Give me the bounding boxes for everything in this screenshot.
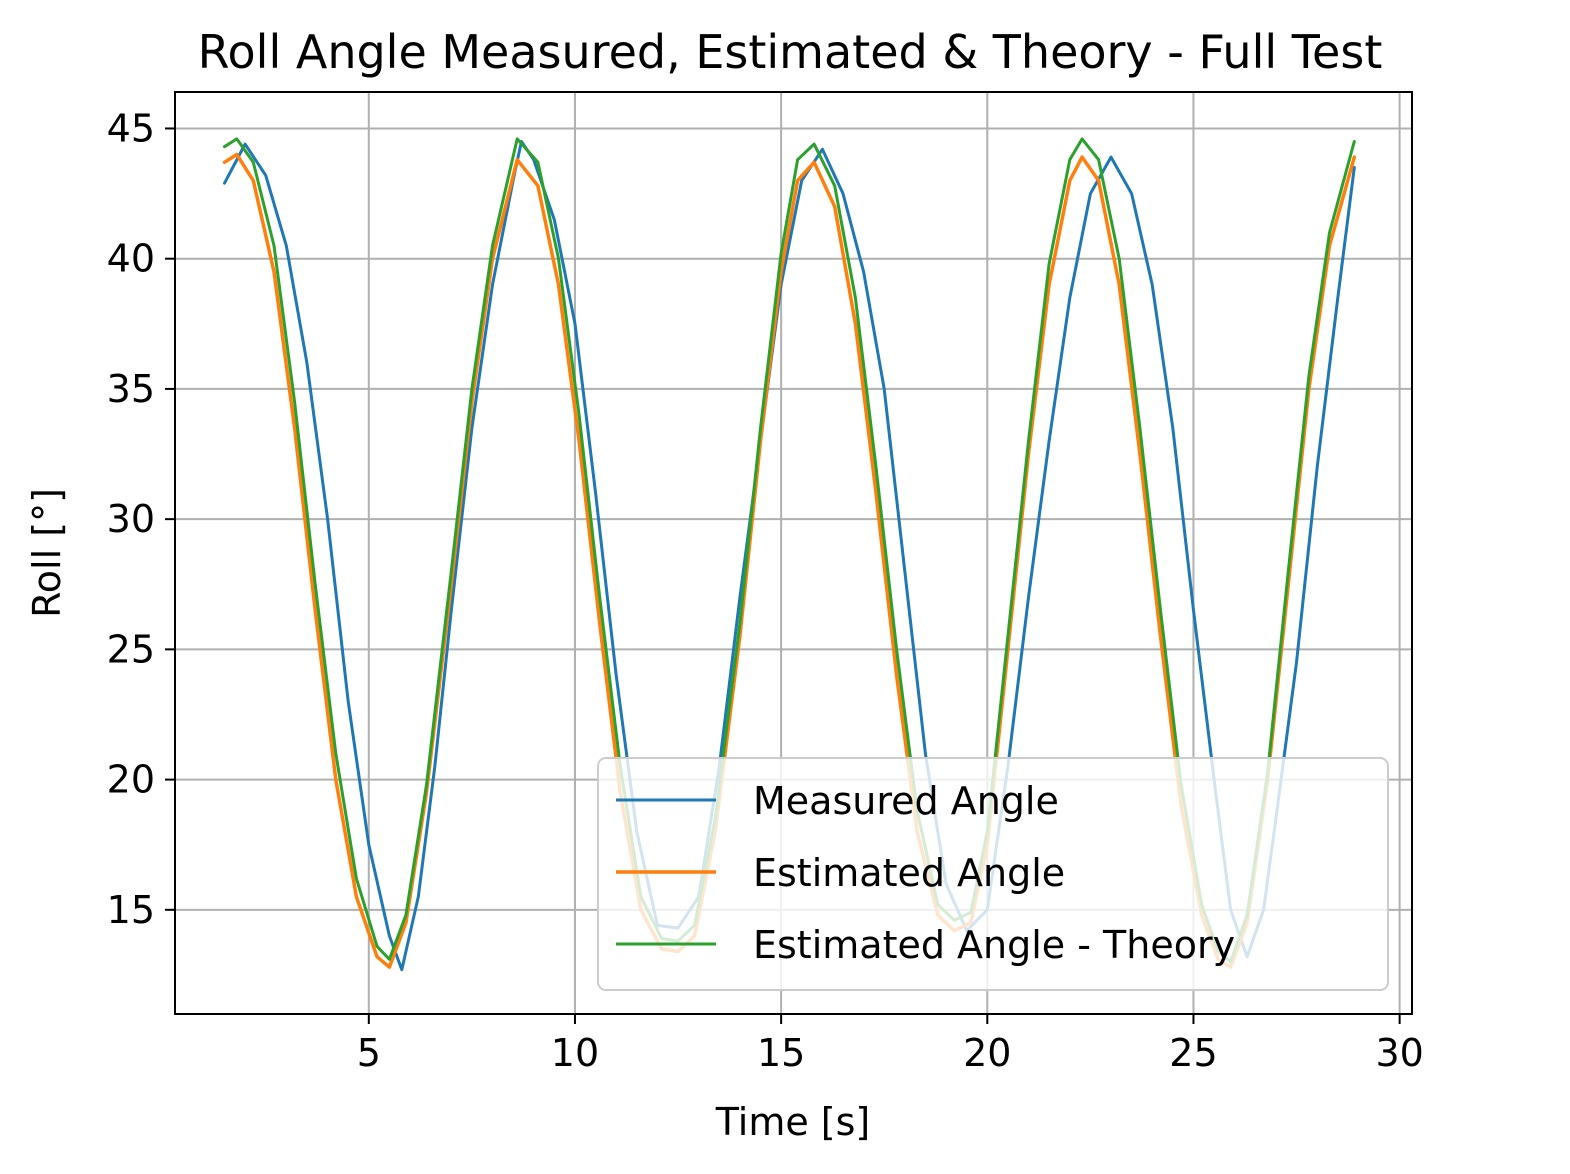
x-tick-label: 10 xyxy=(551,1031,599,1075)
legend-label: Estimated Angle xyxy=(753,851,1065,895)
x-tick-label: 20 xyxy=(963,1031,1011,1075)
series-layer xyxy=(222,137,1357,972)
chart-title: Roll Angle Measured, Estimated & Theory … xyxy=(198,25,1383,79)
y-tick-label: 20 xyxy=(107,758,155,802)
y-tick-label: 25 xyxy=(107,627,155,671)
x-tick-label: 25 xyxy=(1169,1031,1217,1075)
x-axis-label: Time [s] xyxy=(715,1100,871,1144)
plot-frame xyxy=(174,91,1413,1015)
legend-label: Estimated Angle - Theory xyxy=(753,923,1235,967)
x-ticks: 5 10 15 20 25 30 xyxy=(357,1014,1424,1075)
y-ticks: 15 20 25 30 35 40 45 xyxy=(107,106,175,932)
legend-box xyxy=(597,757,1389,991)
x-tick-label: 15 xyxy=(757,1031,805,1075)
y-tick-label: 35 xyxy=(107,367,155,411)
x-tick-label: 5 xyxy=(357,1031,381,1075)
series-line-2 xyxy=(222,152,1357,969)
legend: Measured Angle Estimated Angle Estimated A… xyxy=(597,757,1389,991)
y-tick-label: 15 xyxy=(107,888,155,932)
x-tick-label: 30 xyxy=(1375,1031,1423,1075)
series-line-3 xyxy=(223,137,1356,964)
y-tick-label: 45 xyxy=(107,106,155,150)
y-tick-label: 40 xyxy=(107,237,155,281)
legend-label: Measured Angle xyxy=(753,779,1059,823)
y-axis-label: Roll [°] xyxy=(25,488,69,618)
y-tick-label: 30 xyxy=(107,497,155,541)
